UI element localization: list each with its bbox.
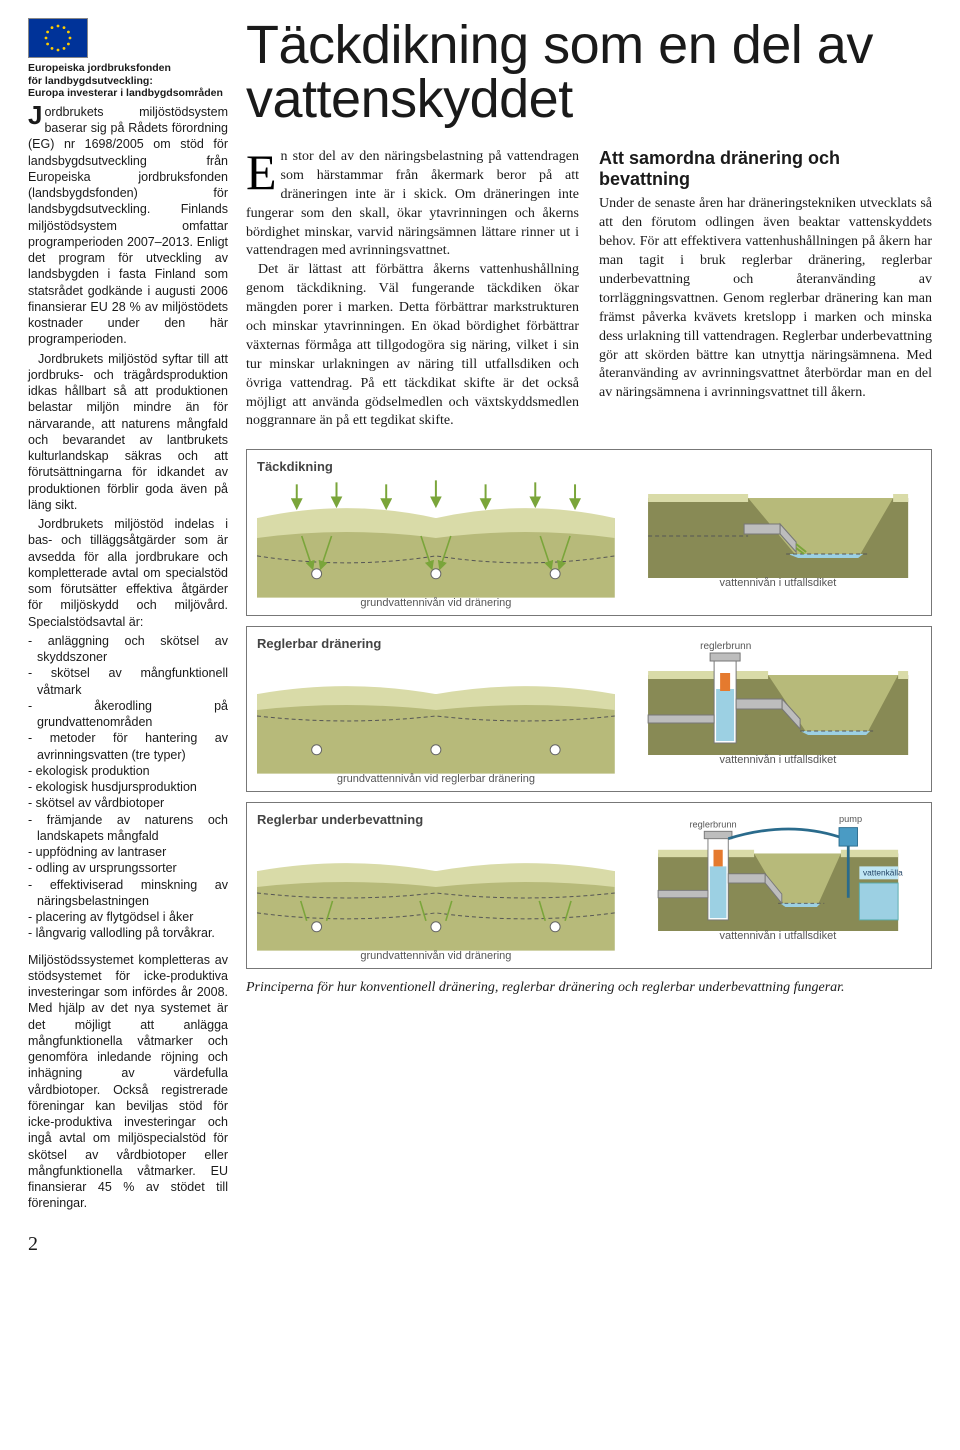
sidebar-bullet: ekologisk produktion — [28, 763, 228, 779]
sidebar-paragraph: Jordbrukets miljöstöd syftar till att jo… — [28, 351, 228, 514]
diagram-label: grundvattennivån vid dränering — [257, 596, 615, 611]
eu-caption-line: för landbygdsutveckling: — [28, 75, 228, 88]
diagram-svg — [635, 458, 921, 578]
sidebar-bullet: långvarig vallodling på torvåkrar. — [28, 925, 228, 941]
diagram-reglerbar-underbevattning: Reglerbar underbevattning — [246, 802, 932, 968]
article-paragraph: Det är lättast att förbättra åkerns vatt… — [246, 261, 579, 431]
diagram-block: Täckdikning — [246, 449, 932, 996]
sidebar-bullet: främjande av naturens och landskapets må… — [28, 812, 228, 845]
diagram-title: Täckdikning — [257, 458, 615, 476]
diagram-reglerbar-dranering: Reglerbar dränering grundvattennivån vid… — [246, 626, 932, 792]
sidebar-text: Jordbrukets miljöstödsystem baserar sig … — [28, 104, 228, 1212]
figure-caption: Principerna för hur konventionell dräner… — [246, 979, 932, 997]
sidebar-paragraph: Jordbrukets miljöstöd indelas i bas- och… — [28, 516, 228, 630]
eu-logo-block: Europeiska jordbruksfonden för landbygds… — [28, 18, 228, 100]
diagram-svg — [257, 831, 615, 951]
diagram-label: vattennivån i utfallsdiket — [635, 753, 921, 768]
eu-caption: Europeiska jordbruksfonden för landbygds… — [28, 62, 228, 100]
article-paragraph: Under de senaste åren har dräneringstekn… — [599, 195, 932, 403]
diagram-label: grundvattennivån vid reglerbar dränering — [257, 772, 615, 787]
main-column: Täckdikning som en del av vattenskyddet … — [246, 18, 932, 1215]
page-number: 2 — [28, 1231, 932, 1258]
headline: Täckdikning som en del av vattenskyddet — [246, 18, 932, 126]
sidebar-bullet: skötsel av mångfunktionell våtmark — [28, 665, 228, 698]
diagram-svg — [257, 654, 615, 774]
sidebar-column: Europeiska jordbruksfonden för landbygds… — [28, 18, 228, 1215]
sidebar-bullet: effektiviserad minskning av näringsbelas… — [28, 877, 228, 910]
eu-caption-line: Europa investerar i landbygdsområden — [28, 87, 228, 100]
svg-text:vattenkälla: vattenkälla — [863, 868, 903, 878]
sidebar-bullet: åkerodling på grundvattenområden — [28, 698, 228, 731]
diagram-label: grundvattennivån vid dränering — [257, 949, 615, 964]
sidebar-bullet: uppfödning av lantraser — [28, 844, 228, 860]
sidebar-paragraph: Jordbrukets miljöstödsystem baserar sig … — [28, 104, 228, 348]
diagram-tackdikning: Täckdikning — [246, 449, 932, 615]
diagram-title: Reglerbar dränering — [257, 635, 615, 653]
sidebar-paragraph: Miljöstödssystemet kompletteras av stöds… — [28, 952, 228, 1212]
diagram-svg: reglerbrunn — [635, 635, 921, 755]
sidebar-bullet: skötsel av vårdbiotoper — [28, 795, 228, 811]
diagram-svg: reglerbrunn pump — [635, 811, 921, 931]
article-body: En stor del av den näringsbelastning på … — [246, 148, 932, 431]
diagram-svg — [257, 478, 615, 598]
sidebar-bullet: placering av flytgödsel i åker — [28, 909, 228, 925]
sidebar-bullet: metoder för hantering av avrinningsvatte… — [28, 730, 228, 763]
sidebar-bullet: anläggning och skötsel av skyddszoner — [28, 633, 228, 666]
sidebar-bullet-list: anläggning och skötsel av skyddszonerskö… — [28, 633, 228, 942]
article-paragraph: En stor del av den näringsbelastning på … — [246, 148, 579, 261]
eu-caption-line: Europeiska jordbruksfonden — [28, 62, 228, 75]
diagram-label: vattennivån i utfallsdiket — [635, 576, 921, 591]
article-subhead: Att samordna dränering och bevattning — [599, 148, 932, 189]
diagram-label: vattennivån i utfallsdiket — [635, 929, 921, 944]
sidebar-bullet: ekologisk husdjursproduktion — [28, 779, 228, 795]
well-label: reglerbrunn — [700, 641, 751, 652]
sidebar-bullet: odling av ursprungssorter — [28, 860, 228, 876]
svg-text:reglerbrunn: reglerbrunn — [689, 820, 736, 830]
eu-flag-icon — [28, 18, 88, 58]
svg-text:pump: pump — [839, 814, 862, 824]
diagram-title: Reglerbar underbevattning — [257, 811, 615, 829]
